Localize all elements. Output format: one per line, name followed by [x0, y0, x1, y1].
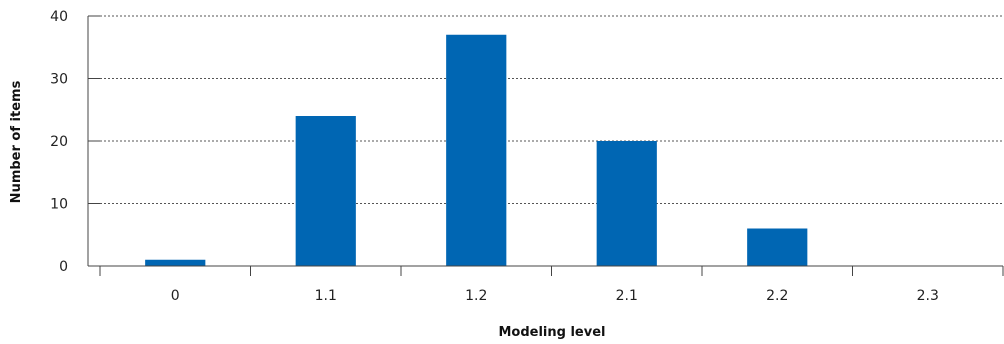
- bar: [596, 141, 657, 266]
- x-tick-label: 1.1: [315, 288, 337, 304]
- y-tick-label: 0: [59, 259, 68, 275]
- y-tick-label: 20: [50, 134, 68, 150]
- x-tick-label: 0: [171, 288, 180, 304]
- y-axis-title: Number of items: [9, 80, 24, 203]
- x-tick-label: 2.2: [766, 288, 788, 304]
- x-tick-label: 2.3: [917, 288, 939, 304]
- x-axis-title: Modeling level: [498, 325, 605, 340]
- y-tick-label: 30: [50, 72, 68, 88]
- bar: [145, 259, 206, 266]
- gridlines: [88, 15, 1003, 204]
- y-tick-label: 10: [50, 197, 68, 213]
- bar: [747, 228, 808, 266]
- bar: [446, 34, 507, 266]
- x-tick-label: 1.2: [465, 288, 487, 304]
- y-tick-labels: 0 10 20 30 40: [50, 9, 68, 275]
- x-tick-labels: 0 1.1 1.2 2.1 2.2 2.3: [171, 288, 939, 304]
- bar: [295, 116, 356, 266]
- bars: [145, 34, 808, 266]
- axes: [87, 15, 1004, 276]
- x-tick-label: 2.1: [616, 288, 638, 304]
- y-tick-label: 40: [50, 9, 68, 25]
